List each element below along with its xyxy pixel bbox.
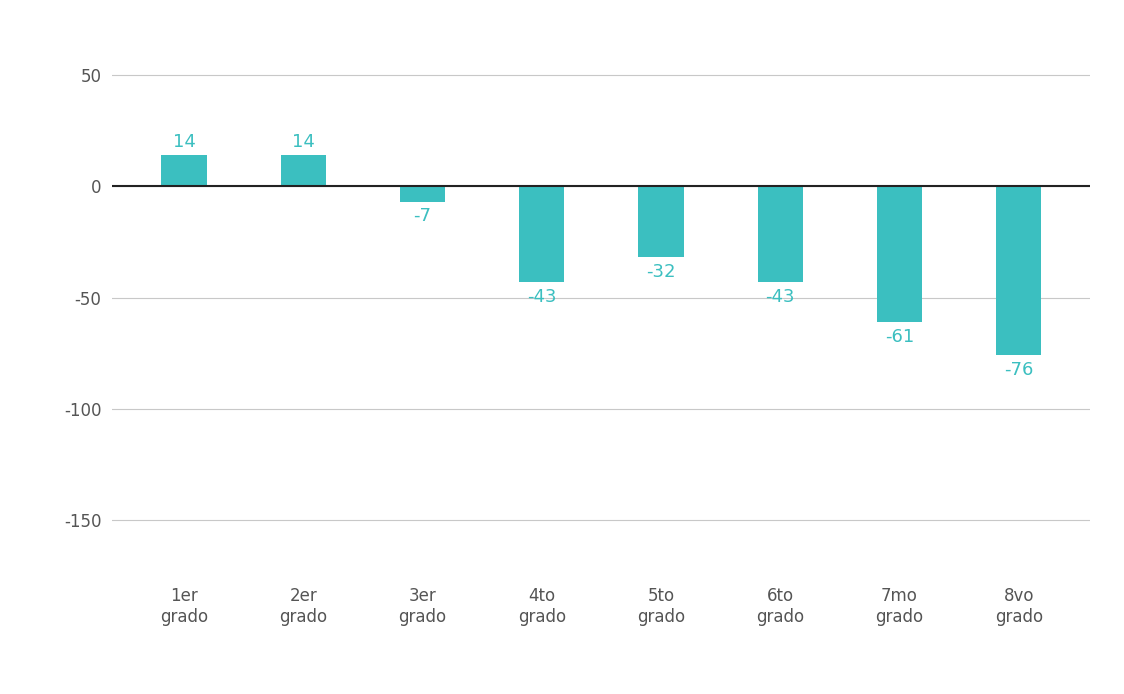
Bar <box>162 155 207 186</box>
Bar <box>877 186 922 322</box>
Text: -7: -7 <box>414 208 432 226</box>
Text: -43: -43 <box>527 287 556 305</box>
Bar <box>996 186 1041 355</box>
Bar <box>519 186 564 282</box>
Bar <box>638 186 683 257</box>
Bar <box>758 186 803 282</box>
Text: -32: -32 <box>646 263 676 281</box>
Text: -76: -76 <box>1004 361 1033 379</box>
Text: 14: 14 <box>172 133 196 151</box>
Bar <box>281 155 326 186</box>
Text: 14: 14 <box>292 133 315 151</box>
Text: -43: -43 <box>765 287 795 305</box>
Bar <box>400 186 445 202</box>
Text: -61: -61 <box>885 328 914 346</box>
